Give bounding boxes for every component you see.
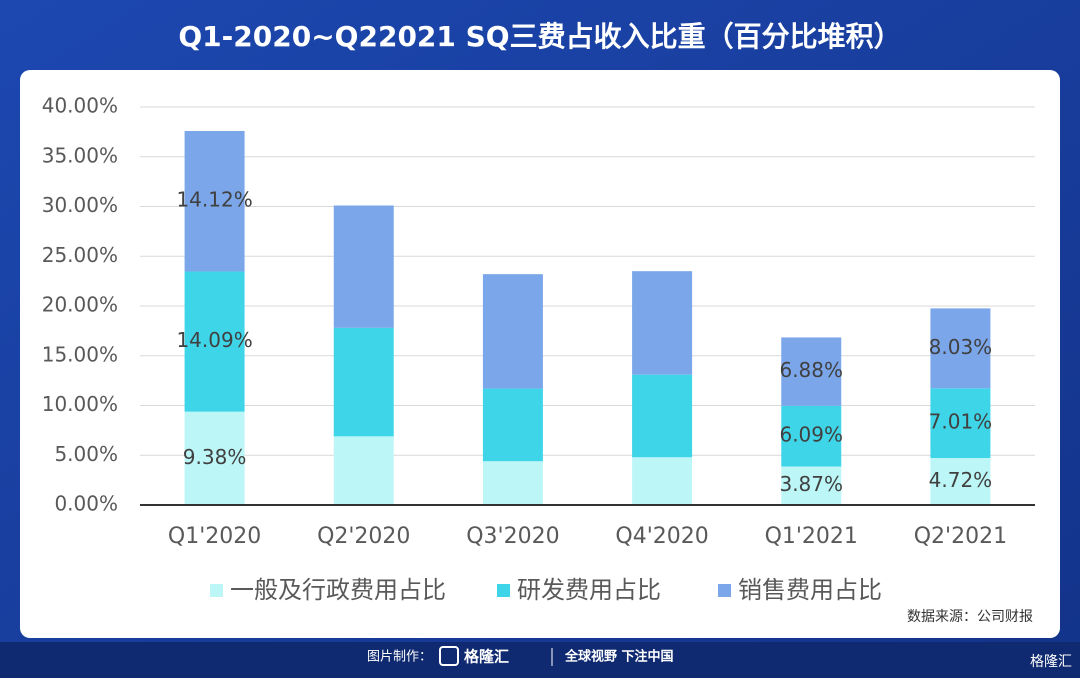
y-tick-label: 25.00% [42, 243, 118, 267]
x-tick-label: Q3'2020 [466, 524, 559, 549]
y-tick-label: 0.00% [54, 492, 118, 516]
bar-segment [632, 457, 693, 505]
legend-label: 一般及行政费用占比 [230, 576, 446, 604]
legend-swatch [718, 584, 731, 597]
bar-segment [184, 411, 245, 505]
bar-segment [333, 327, 394, 437]
x-tick-label: Q1'2020 [168, 524, 261, 549]
data-label: 6.88% [779, 358, 843, 382]
x-tick-label: Q2'2020 [317, 524, 410, 549]
y-tick-label: 20.00% [42, 293, 118, 317]
footer-made-by: 图片制作： [367, 650, 432, 665]
legend-swatch [210, 584, 223, 597]
y-tick-label: 10.00% [42, 392, 118, 416]
footer-bar [0, 642, 1080, 678]
footer-logo [439, 646, 459, 666]
bar-segment [930, 458, 991, 505]
y-tick-label: 5.00% [54, 442, 118, 466]
bar-segment [781, 405, 842, 467]
bar-segment [930, 308, 991, 389]
y-tick-label: 15.00% [42, 342, 118, 366]
y-tick-label: 35.00% [42, 143, 118, 167]
x-tick-label: Q4'2020 [615, 524, 708, 549]
data-label: 14.12% [176, 188, 252, 212]
data-label: 3.87% [779, 472, 843, 496]
corner-brand: 格隆汇 [1030, 654, 1072, 670]
legend-label: 研发费用占比 [517, 576, 661, 604]
bar-segment [781, 337, 842, 406]
footer-slogan: 全球视野 下注中国 [564, 649, 674, 665]
source: 数据来源：公司财报 [907, 609, 1033, 625]
bar-segment [184, 130, 245, 272]
bar-segment [632, 374, 693, 458]
bar-segment [781, 466, 842, 505]
footer-brand: 格隆汇 [464, 648, 509, 666]
x-tick-label: Q1'2021 [765, 524, 858, 549]
bar-segment [930, 388, 991, 459]
data-label: 4.72% [929, 468, 993, 492]
bar-segment [333, 205, 394, 328]
y-tick-label: 30.00% [42, 193, 118, 217]
bar-segment [482, 388, 543, 462]
bar-segment [482, 274, 543, 389]
bar-segment [184, 271, 245, 412]
x-tick-label: Q2'2021 [914, 524, 1007, 549]
legend-swatch [497, 584, 510, 597]
data-label: 9.38% [183, 445, 247, 469]
chart-title: Q1-2020~Q22021 SQ三费占收入比重（百分比堆积） [178, 20, 901, 53]
data-label: 6.09% [779, 423, 843, 447]
legend-label: 销售费用占比 [738, 576, 882, 604]
data-label: 8.03% [929, 335, 993, 359]
bar-segment [333, 436, 394, 505]
data-label: 14.09% [176, 328, 252, 352]
data-label: 7.01% [929, 410, 993, 434]
y-tick-label: 40.00% [42, 94, 118, 118]
bar-segment [632, 271, 693, 375]
bar-segment [482, 461, 543, 505]
